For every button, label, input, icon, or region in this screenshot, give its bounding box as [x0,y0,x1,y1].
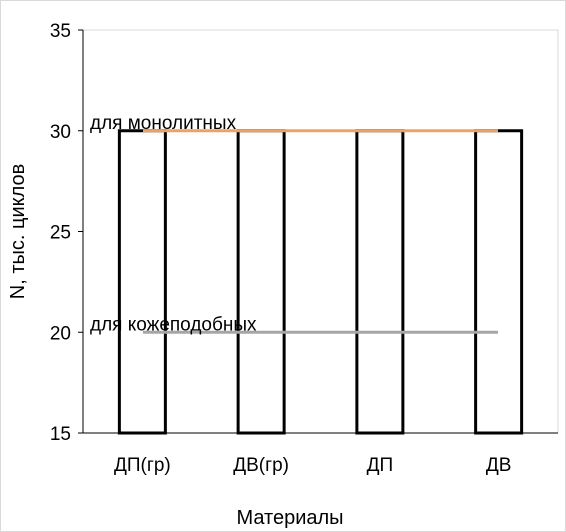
x-axis-title: Материалы [236,507,343,529]
y-tick-label: 35 [50,21,71,42]
reference-line-label: для монолитных [90,113,237,134]
y-tick-label: 25 [50,223,71,244]
bar [474,129,524,435]
x-tick-label: ДП(гр) [114,455,171,476]
x-tick-label: ДВ [486,455,512,476]
bar [117,129,167,435]
y-tick-label: 15 [50,424,71,445]
bar [355,129,405,435]
y-axis-title: N, тыс. циклов [7,164,29,299]
x-tick-label: ДВ(гр) [233,455,289,476]
reference-line-label: для кожеподобных [90,314,257,335]
bar [236,129,286,435]
y-tick-label: 30 [50,122,71,143]
x-tick-label: ДП [367,455,394,476]
y-tick-label: 20 [50,323,71,344]
